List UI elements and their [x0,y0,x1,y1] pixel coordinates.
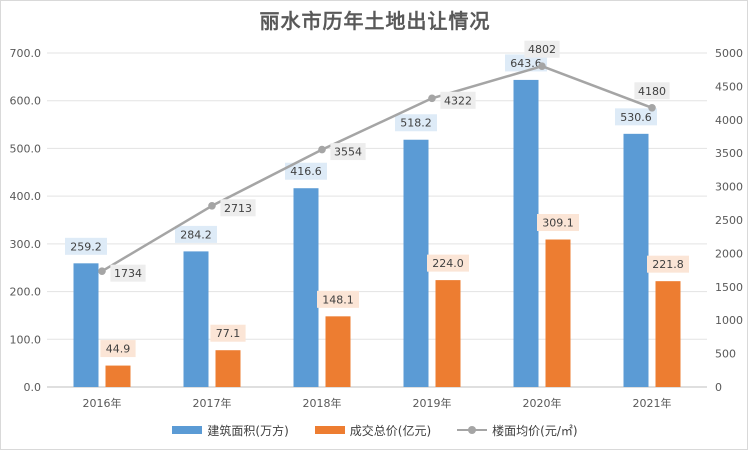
x-tick-label: 2020年 [523,396,562,410]
y-left-tick-label: 200.0 [10,286,42,299]
data-label-area-bg [395,114,437,132]
y-right-tick-label: 2000 [715,247,743,260]
data-label-total-price: 309.1 [542,217,574,230]
point-avg-price [648,103,656,112]
bar-area [623,133,649,387]
data-label-avg-price: 4802 [528,43,556,56]
data-label-area: 284.2 [180,228,212,241]
y-right-tick-label: 5000 [715,47,743,60]
legend-swatch-total-price [314,426,345,434]
bar-total-price [325,316,351,387]
data-label-total-price: 148.1 [322,293,354,306]
bar-area [183,251,209,387]
chart-legend: 建筑面积(万方) 成交总价(亿元) 楼面均价(元/㎡) [1,419,748,441]
y-left-tick-label: 500.0 [10,142,42,155]
data-label-area-bg [65,237,107,255]
data-label-total-price: 224.0 [432,257,464,270]
y-right-tick-label: 3500 [715,147,743,160]
data-label-area: 530.6 [620,111,652,124]
y-right-tick-label: 3000 [715,181,743,194]
bar-area [73,263,99,387]
y-left-tick-label: 300.0 [10,238,42,251]
y-right-tick-label: 1000 [715,314,743,327]
data-label-total-price: 221.8 [652,258,684,271]
x-tick-label: 2017年 [193,396,232,410]
x-tick-label: 2016年 [83,396,122,410]
x-tick-label: 2021年 [633,396,672,410]
data-label-avg-price-bg [220,199,256,217]
data-label-avg-price-bg [524,40,560,58]
bar-total-price [105,365,131,387]
data-label-total-price-bg [647,255,689,273]
bar-area [403,139,429,387]
data-label-avg-price: 4322 [444,94,472,107]
y-right-tick-label: 2500 [715,214,743,227]
y-right-tick-label: 4500 [715,80,743,93]
data-label-total-price-bg [210,324,246,342]
data-label-avg-price: 1734 [114,267,142,280]
data-label-avg-price-bg [110,264,146,282]
legend-label-area: 建筑面积(万方) [207,423,289,438]
data-label-area: 259.2 [70,240,102,253]
y-right-tick-label: 1500 [715,281,743,294]
y-left-tick-label: 100.0 [10,333,42,346]
data-label-avg-price: 3554 [334,146,362,159]
bar-total-price [215,350,241,387]
x-tick-label: 2019年 [413,396,452,410]
data-label-area: 416.6 [290,165,322,178]
bar-area [513,79,539,387]
y-right-tick-label: 500 [715,348,736,361]
x-tick-label: 2018年 [303,396,342,410]
legend-label-total-price: 成交总价(亿元) [349,423,432,438]
point-avg-price [538,62,546,71]
data-label-total-price: 44.9 [106,343,131,356]
point-avg-price [318,145,326,154]
legend-item-total-price: 成交总价(亿元) [314,422,432,439]
data-label-area-bg [285,162,327,180]
y-right-tick-label: 4000 [715,114,743,127]
data-label-total-price-bg [427,254,469,272]
y-left-tick-label: 700.0 [10,47,42,60]
bar-area [293,188,319,387]
data-label-avg-price-bg [440,91,476,109]
data-label-total-price-bg [100,340,136,358]
legend-label-avg-price: 楼面均价(元/㎡) [492,423,578,438]
data-label-total-price: 77.1 [216,327,241,340]
legend-swatch-area [172,426,203,434]
data-label-avg-price-bg [634,82,670,100]
y-left-tick-label: 400.0 [10,190,42,203]
bar-total-price [435,280,461,387]
data-label-area-bg [615,108,657,126]
data-label-total-price-bg [537,214,579,232]
bar-total-price [545,239,571,387]
data-label-total-price-bg [317,290,359,308]
data-label-avg-price: 2713 [224,202,252,215]
data-label-area: 518.2 [400,117,432,130]
y-right-tick-label: 0 [715,381,722,394]
data-label-area-bg [175,225,217,243]
chart-title: 丽水市历年土地出让情况 [259,9,491,33]
line-avg-price [101,64,653,273]
bar-total-price [655,281,681,387]
y-left-tick-label: 600.0 [10,95,42,108]
data-label-area: 643.6 [510,57,542,70]
point-avg-price [428,94,436,103]
y-left-tick-label: 0.0 [24,381,42,394]
data-label-avg-price: 4180 [638,85,666,98]
legend-item-avg-price: 楼面均价(元/㎡) [457,422,578,439]
point-avg-price [208,201,216,210]
point-avg-price [98,267,106,275]
legend-item-area: 建筑面积(万方) [172,422,289,439]
legend-swatch-avg-price [457,425,488,435]
data-label-avg-price-bg [330,143,366,161]
